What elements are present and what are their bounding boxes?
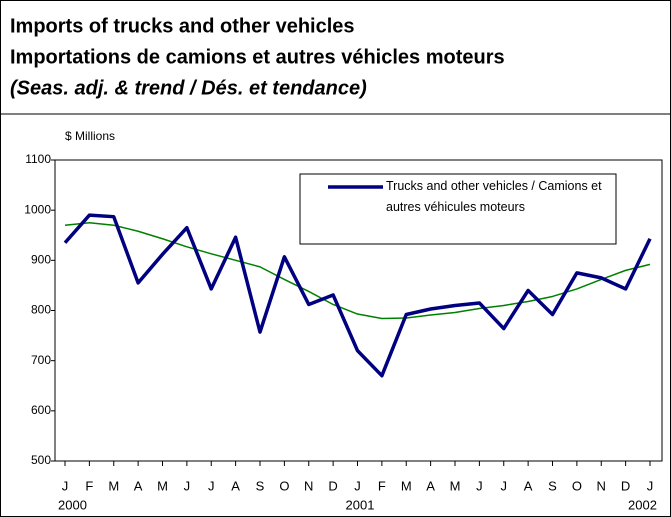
x-tick-label: F [85, 478, 93, 493]
y-tick-label: 700 [31, 353, 51, 367]
chart-title: Imports of trucks and other vehicles [10, 15, 355, 37]
x-tick-label: N [304, 478, 313, 493]
x-tick-label: J [476, 478, 483, 493]
x-group-label: 2000 [58, 497, 87, 512]
y-axis-label: $ Millions [65, 129, 115, 143]
y-tick-label: 600 [31, 403, 51, 417]
x-tick-label: M [450, 478, 461, 493]
x-tick-label: D [328, 478, 337, 493]
y-tick-label: 900 [31, 253, 51, 267]
legend-label: Trucks and other vehicles / Camions et a… [386, 179, 602, 214]
y-tick-label: 500 [31, 453, 51, 467]
series-line [64, 221, 651, 320]
x-tick-label: M [157, 478, 168, 493]
x-tick-label: J [354, 478, 361, 493]
x-group-label: 2001 [346, 497, 375, 512]
x-group-label: 2002 [628, 497, 657, 512]
y-tick-label: 1000 [24, 202, 51, 216]
x-tick-label: J [501, 478, 508, 493]
y-tick-label: 1100 [25, 152, 51, 166]
x-tick-label: N [597, 478, 606, 493]
x-tick-label: M [108, 478, 119, 493]
x-tick-label: A [231, 478, 240, 493]
y-tick-label: 800 [31, 303, 51, 317]
x-tick-label: A [524, 478, 533, 493]
x-tick-label: J [208, 478, 215, 493]
x-tick-label: O [279, 478, 289, 493]
x-tick-label: F [378, 478, 386, 493]
chart-title-fr: Importations de camions et autres véhicl… [10, 46, 505, 68]
x-tick-label: S [256, 478, 265, 493]
x-tick-label: O [572, 478, 582, 493]
x-tick-label: D [621, 478, 630, 493]
x-tick-label: M [401, 478, 412, 493]
chart-subtitle: (Seas. adj. & trend / Dés. et tendance) [10, 77, 367, 99]
x-tick-label: A [426, 478, 435, 493]
x-tick-label: S [548, 478, 557, 493]
x-tick-label: A [134, 478, 143, 493]
x-tick-label: J [647, 478, 654, 493]
series-line [63, 213, 652, 378]
x-tick-label: J [184, 478, 191, 493]
x-tick-label: J [62, 478, 69, 493]
